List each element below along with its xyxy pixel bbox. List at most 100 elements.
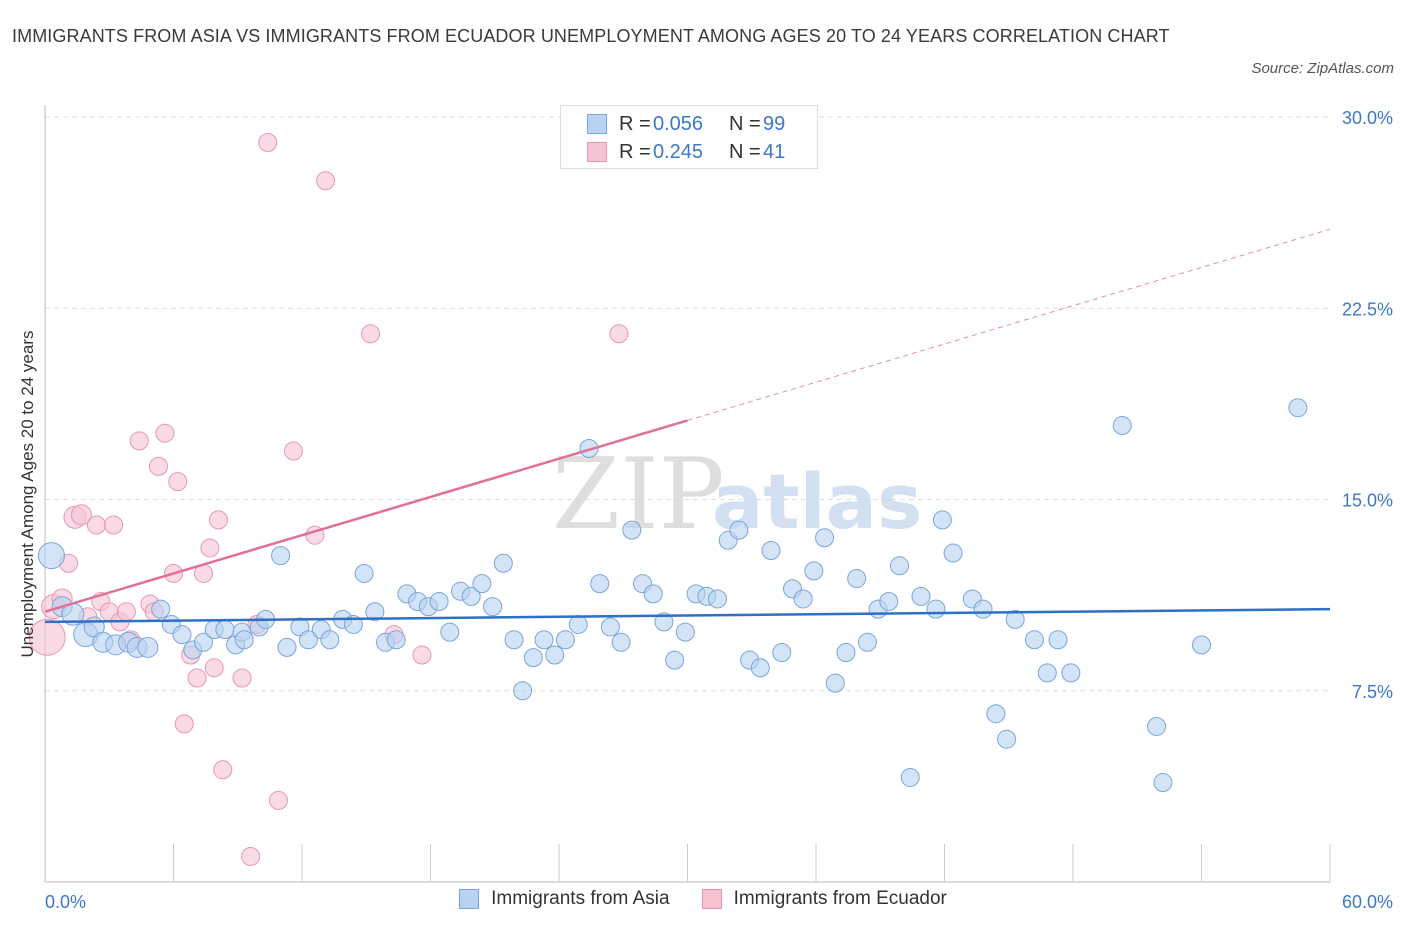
series-legend-asia[interactable]: Immigrants from Asia <box>459 888 670 910</box>
ecuador-point <box>283 441 303 461</box>
asia-point <box>879 592 899 611</box>
ecuador-point <box>361 324 381 344</box>
asia-point <box>523 648 543 668</box>
ecuador-point <box>213 760 233 780</box>
asia-point <box>665 650 685 670</box>
ecuador-point <box>28 618 66 656</box>
asia-point <box>590 574 610 594</box>
asia-point <box>37 542 65 570</box>
ecuador-point <box>268 790 288 810</box>
asia-point <box>611 632 631 652</box>
asia-point <box>568 614 588 634</box>
asia-point <box>1024 630 1044 650</box>
asia-point <box>1112 416 1132 436</box>
asia-point <box>1037 663 1057 683</box>
asia-point <box>151 599 171 619</box>
asia-point <box>513 681 533 701</box>
asia-point <box>761 541 781 560</box>
asia-point <box>729 520 749 540</box>
legend-swatch-ecuador <box>587 142 607 162</box>
legend-r-label: R = <box>619 112 651 135</box>
legend-r-value-ecuador: 0.245 <box>653 140 704 163</box>
asia-point <box>1153 773 1173 793</box>
asia-point <box>365 602 385 622</box>
asia-point <box>900 767 920 787</box>
y-tick-label: 30.0% <box>1342 108 1393 128</box>
ecuador-point <box>258 133 278 152</box>
y-tick-label: 15.0% <box>1342 491 1393 511</box>
ecuador-point <box>241 847 261 866</box>
asia-point <box>1288 398 1308 418</box>
asia-point <box>298 630 318 650</box>
asia-point <box>997 729 1017 749</box>
asia-point <box>354 563 374 583</box>
asia-point <box>461 586 481 606</box>
ecuador-point <box>316 171 336 191</box>
asia-point <box>847 569 867 589</box>
ecuador-point <box>116 602 136 622</box>
axes <box>44 105 1331 883</box>
asia-points <box>37 398 1308 793</box>
asia-point <box>911 586 931 606</box>
asia-point <box>890 556 910 576</box>
ecuador-point <box>70 504 92 526</box>
asia-point <box>643 584 663 604</box>
source-label: Source: ZipAtlas.com <box>1251 60 1394 77</box>
asia-point <box>932 510 952 530</box>
x-tick-label-max: 60.0% <box>1342 892 1393 912</box>
y-tick-label: 7.5% <box>1352 682 1393 702</box>
x-tick-label-min: 0.0% <box>45 892 86 912</box>
series-swatch-ecuador <box>701 889 722 909</box>
ecuador-point <box>129 431 149 451</box>
asia-point <box>440 622 460 642</box>
ecuador-point <box>204 658 224 678</box>
series-legend-ecuador[interactable]: Immigrants from Ecuador <box>701 888 947 910</box>
asia-point <box>675 622 695 642</box>
ecuador-point <box>149 456 169 476</box>
legend-row-ecuador: R = 0.245 N = 41 <box>587 139 785 165</box>
tick-labels: 7.5% 15.0% 22.5% 30.0% 0.0% 60.0% <box>45 108 1393 912</box>
ecuador-point <box>208 510 228 530</box>
asia-point <box>472 574 492 594</box>
trend-lines <box>44 228 1331 624</box>
asia-trend-line <box>44 607 1331 624</box>
asia-point <box>622 520 642 540</box>
asia-point <box>986 704 1006 724</box>
y-axis-label: Unemployment Among Ages 20 to 24 years <box>18 330 37 658</box>
asia-point <box>504 630 524 650</box>
asia-point <box>271 546 291 566</box>
asia-point <box>707 589 727 609</box>
ecuador-point <box>168 472 188 492</box>
chart-title: IMMIGRANTS FROM ASIA VS IMMIGRANTS FROM … <box>12 26 1170 46</box>
asia-point <box>534 630 554 650</box>
asia-point <box>193 632 213 652</box>
ecuador-trend-line <box>44 419 688 613</box>
asia-point <box>555 630 575 650</box>
series-legend: Immigrants from Asia Immigrants from Ecu… <box>0 888 1406 910</box>
asia-point <box>654 612 674 632</box>
asia-point <box>320 630 340 650</box>
asia-point <box>973 599 993 619</box>
legend-row-asia: R = 0.056 N = 99 <box>587 111 785 137</box>
ecuador-point <box>200 538 220 558</box>
asia-point <box>386 630 406 650</box>
ecuador-point <box>104 515 124 535</box>
asia-point <box>857 632 877 652</box>
ecuador-point <box>174 714 194 734</box>
asia-point <box>1147 716 1167 736</box>
asia-point <box>1005 609 1025 629</box>
asia-point <box>172 625 192 645</box>
asia-point <box>600 617 620 637</box>
ecuador-point <box>609 324 629 344</box>
ecuador-trend-extension <box>687 228 1331 421</box>
asia-point <box>215 620 235 640</box>
y-tick-label: 22.5% <box>1342 299 1393 319</box>
series-label-asia: Immigrants from Asia <box>491 888 670 909</box>
legend-r-label: R = <box>619 140 651 163</box>
asia-point <box>483 597 503 617</box>
gridlines <box>45 116 1330 692</box>
asia-point <box>750 658 770 678</box>
asia-point <box>793 589 813 609</box>
asia-point <box>429 592 449 611</box>
series-swatch-asia <box>459 889 480 909</box>
